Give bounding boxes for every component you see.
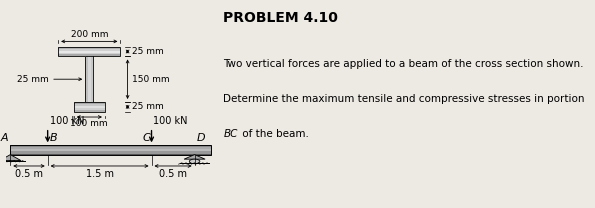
Circle shape <box>189 159 200 164</box>
Bar <box>58 47 120 57</box>
Text: 100 kN: 100 kN <box>49 116 84 126</box>
Text: D: D <box>196 133 205 143</box>
Bar <box>85 57 88 102</box>
Text: 1.5 m: 1.5 m <box>86 169 114 179</box>
Text: 25 mm: 25 mm <box>17 75 49 84</box>
Text: B: B <box>49 133 57 143</box>
Polygon shape <box>0 155 21 161</box>
Text: 25 mm: 25 mm <box>132 102 164 111</box>
Bar <box>74 104 105 106</box>
Text: 0.5 m: 0.5 m <box>159 169 187 179</box>
Text: 100 kN: 100 kN <box>154 116 188 126</box>
Bar <box>58 54 120 57</box>
Bar <box>74 102 105 112</box>
Bar <box>74 102 105 104</box>
Text: Determine the maximum tensile and compressive stresses in portion: Determine the maximum tensile and compre… <box>223 94 585 104</box>
Text: PROBLEM 4.10: PROBLEM 4.10 <box>223 11 338 25</box>
Bar <box>74 108 105 110</box>
Bar <box>10 149 211 151</box>
Text: of the beam.: of the beam. <box>239 129 308 139</box>
Text: 150 mm: 150 mm <box>132 75 170 84</box>
Bar <box>74 110 105 112</box>
Polygon shape <box>184 155 205 159</box>
Text: 25 mm: 25 mm <box>132 47 164 56</box>
Text: 0.5 m: 0.5 m <box>15 169 43 179</box>
Bar <box>10 151 211 154</box>
Bar <box>58 48 120 51</box>
Text: BC: BC <box>223 129 237 139</box>
Bar <box>88 57 90 102</box>
Bar <box>10 147 211 149</box>
Bar <box>58 51 120 52</box>
Bar <box>74 106 105 108</box>
Bar <box>10 145 211 146</box>
Bar <box>85 57 93 102</box>
Bar <box>10 145 211 155</box>
Text: 100 mm: 100 mm <box>70 119 108 129</box>
Bar <box>10 154 211 155</box>
Text: C: C <box>143 133 151 143</box>
Text: Two vertical forces are applied to a beam of the cross section shown.: Two vertical forces are applied to a bea… <box>223 58 584 69</box>
Bar <box>58 52 120 54</box>
Bar <box>10 146 211 147</box>
Bar <box>58 47 120 48</box>
Bar <box>90 57 93 102</box>
Text: A: A <box>1 133 8 143</box>
Text: 200 mm: 200 mm <box>71 30 108 39</box>
